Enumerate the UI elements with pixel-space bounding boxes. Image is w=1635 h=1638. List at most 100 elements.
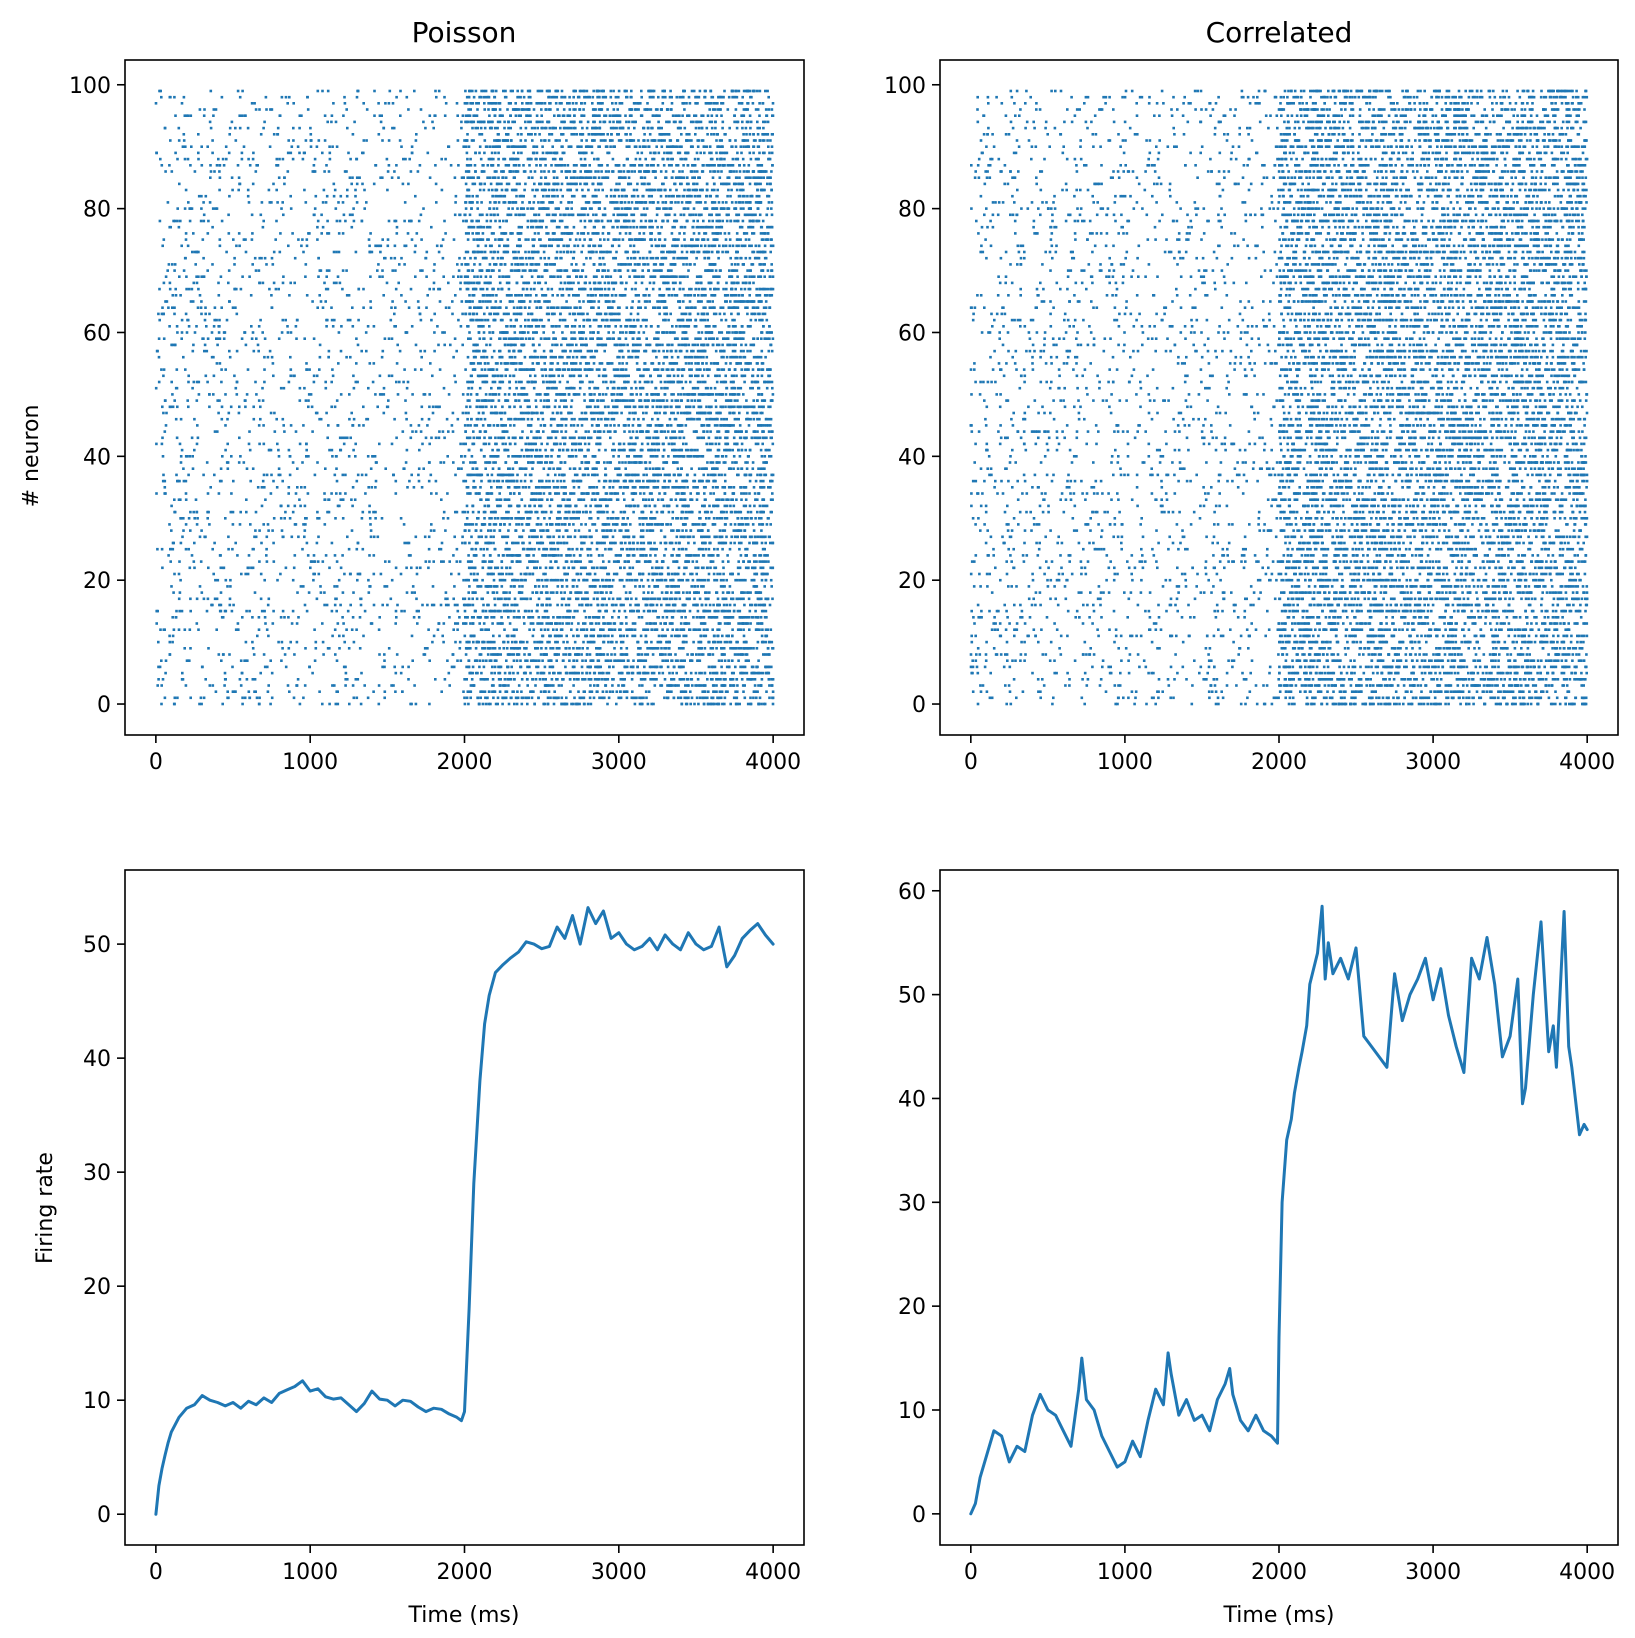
spike-marker	[612, 455, 615, 458]
spike-marker	[290, 622, 294, 625]
spike-marker	[615, 560, 619, 563]
spike-marker	[620, 622, 624, 625]
spike-marker	[245, 678, 249, 681]
spike-marker	[626, 486, 630, 489]
spike-marker	[487, 498, 490, 501]
spike-marker	[462, 690, 465, 693]
spike-marker	[760, 541, 764, 545]
spike-marker	[644, 690, 648, 693]
spike-marker	[531, 634, 535, 638]
spike-marker	[603, 461, 606, 464]
spike-marker	[187, 517, 191, 520]
spike-marker	[740, 678, 744, 681]
spike-marker	[677, 585, 680, 588]
spike-marker	[681, 510, 684, 514]
spike-marker	[368, 517, 372, 520]
spike-marker	[733, 541, 736, 545]
spike-marker	[581, 671, 584, 675]
spike-marker	[553, 554, 556, 557]
spike-marker	[482, 547, 486, 551]
spike-marker	[499, 486, 503, 489]
spike-marker	[465, 696, 469, 700]
spike-marker	[494, 523, 498, 526]
spike-marker	[736, 684, 739, 687]
spike-marker	[488, 659, 492, 662]
spike-marker	[644, 653, 647, 656]
spike-marker	[442, 510, 446, 514]
spike-marker	[568, 647, 571, 650]
spike-marker	[160, 684, 163, 687]
spike-marker	[486, 653, 490, 656]
spike-marker	[612, 665, 615, 669]
spike-marker	[565, 541, 569, 545]
spike-marker	[614, 541, 617, 545]
spike-marker	[236, 554, 239, 557]
spike-marker	[630, 578, 634, 582]
spike-marker	[737, 448, 740, 452]
spike-marker	[533, 504, 536, 508]
spike-marker	[219, 591, 223, 594]
spike-marker	[314, 647, 318, 650]
spike-marker	[307, 591, 311, 594]
spike-marker	[226, 467, 230, 470]
spike-marker	[601, 529, 604, 532]
spike-marker	[536, 640, 539, 644]
spike-marker	[163, 479, 167, 483]
spike-marker	[758, 560, 761, 563]
spike-marker	[302, 585, 305, 588]
spike-marker	[711, 560, 715, 563]
spike-marker	[753, 560, 756, 563]
spike-marker	[637, 616, 641, 619]
spike-marker	[263, 486, 266, 489]
spike-marker	[632, 510, 635, 514]
spike-marker	[531, 448, 535, 452]
spike-marker	[743, 665, 747, 669]
spike-marker	[281, 647, 284, 650]
spike-marker	[650, 647, 653, 650]
spike-marker	[536, 517, 540, 520]
spike-marker	[659, 640, 663, 644]
spike-marker	[586, 603, 590, 607]
spike-marker	[341, 616, 344, 619]
spike-marker	[667, 455, 670, 458]
spike-marker	[358, 616, 362, 619]
spike-marker	[348, 702, 351, 706]
spike-marker	[587, 473, 590, 477]
spike-marker	[531, 591, 534, 594]
spike-marker	[360, 671, 363, 675]
spike-marker	[720, 671, 724, 675]
spike-marker	[394, 566, 398, 570]
spike-marker	[427, 628, 430, 631]
spike-marker	[462, 578, 465, 582]
spike-marker	[589, 684, 592, 687]
spike-marker	[471, 523, 475, 526]
spike-marker	[698, 597, 702, 601]
spike-marker	[632, 696, 636, 700]
spike-marker	[722, 541, 726, 545]
spike-marker	[593, 678, 597, 681]
spike-marker	[160, 442, 164, 446]
spike-marker	[510, 572, 514, 576]
spike-marker	[494, 609, 497, 613]
spike-marker	[638, 702, 642, 706]
spike-marker	[528, 504, 532, 508]
spike-marker	[596, 653, 599, 656]
spike-marker	[563, 591, 566, 594]
spike-marker	[557, 696, 560, 700]
spike-marker	[672, 547, 675, 551]
spike-marker	[578, 702, 581, 706]
spike-marker	[764, 640, 767, 644]
spike-marker	[219, 566, 223, 570]
spike-marker	[605, 671, 609, 675]
spike-marker	[415, 566, 419, 570]
spike-marker	[617, 684, 620, 687]
spike-marker	[623, 510, 627, 514]
spike-marker	[563, 702, 567, 706]
spike-marker	[410, 702, 413, 706]
spike-marker	[534, 535, 538, 539]
spike-marker	[333, 585, 336, 588]
spike-marker	[172, 541, 175, 545]
spike-marker	[592, 628, 596, 631]
spike-marker	[757, 671, 760, 675]
